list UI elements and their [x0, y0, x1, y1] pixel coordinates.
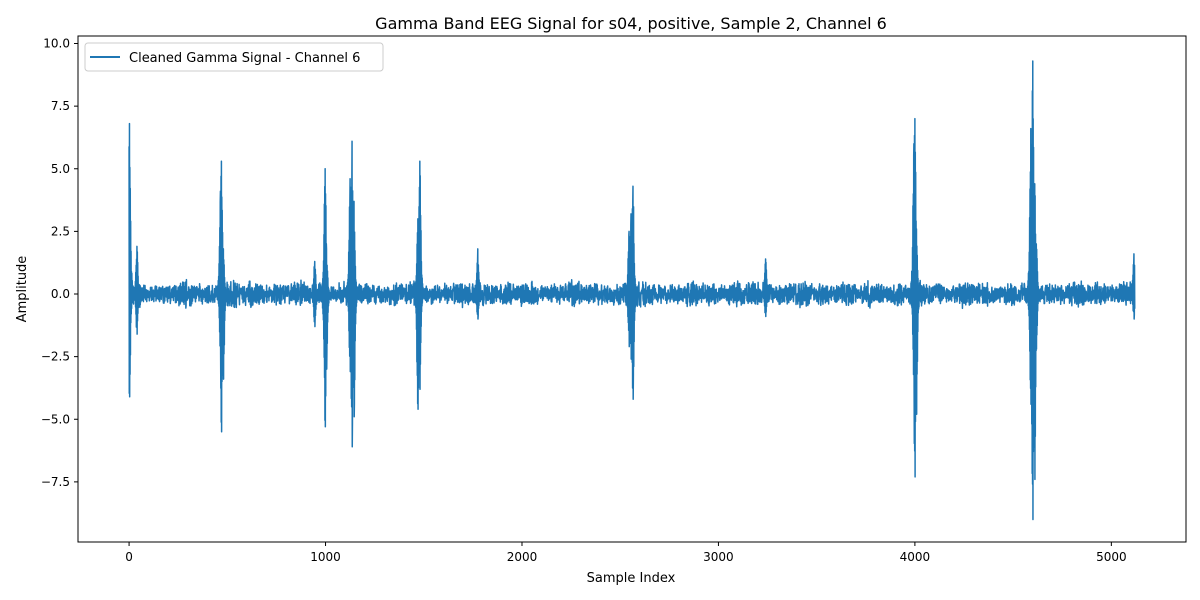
series-line-cleaned-gamma-signal: [128, 60, 1136, 521]
x-tick-label: 1000: [310, 550, 341, 564]
y-tick-label: −2.5: [41, 350, 70, 364]
x-tick-label: 0: [125, 550, 133, 564]
x-tick-label: 2000: [507, 550, 538, 564]
y-tick-label: 0.0: [51, 287, 70, 301]
y-axis: −7.5 −5.0 −2.5 0.0 2.5 5.0 7.5 10.0: [41, 37, 78, 489]
y-axis-label: Amplitude: [15, 256, 30, 323]
y-tick-label: 2.5: [51, 224, 70, 238]
y-tick-label: 10.0: [43, 37, 70, 51]
legend-label: Cleaned Gamma Signal - Channel 6: [129, 51, 360, 66]
x-axis: 0 1000 2000 3000 4000 5000: [125, 542, 1127, 564]
y-tick-label: 5.0: [51, 162, 70, 176]
y-tick-label: −5.0: [41, 412, 70, 426]
x-tick-label: 5000: [1096, 550, 1127, 564]
y-tick-label: −7.5: [41, 475, 70, 489]
x-axis-label: Sample Index: [587, 571, 676, 586]
y-tick-label: 7.5: [51, 99, 70, 113]
plot-frame: [77, 35, 1187, 543]
x-tick-label: 3000: [703, 550, 734, 564]
series-group: [128, 60, 1136, 521]
chart-title: Gamma Band EEG Signal for s04, positive,…: [375, 14, 887, 33]
plot-area: [77, 35, 1187, 543]
x-tick-label: 4000: [900, 550, 931, 564]
legend-box: [84, 42, 384, 72]
legend: Cleaned Gamma Signal - Channel 6: [84, 42, 384, 72]
